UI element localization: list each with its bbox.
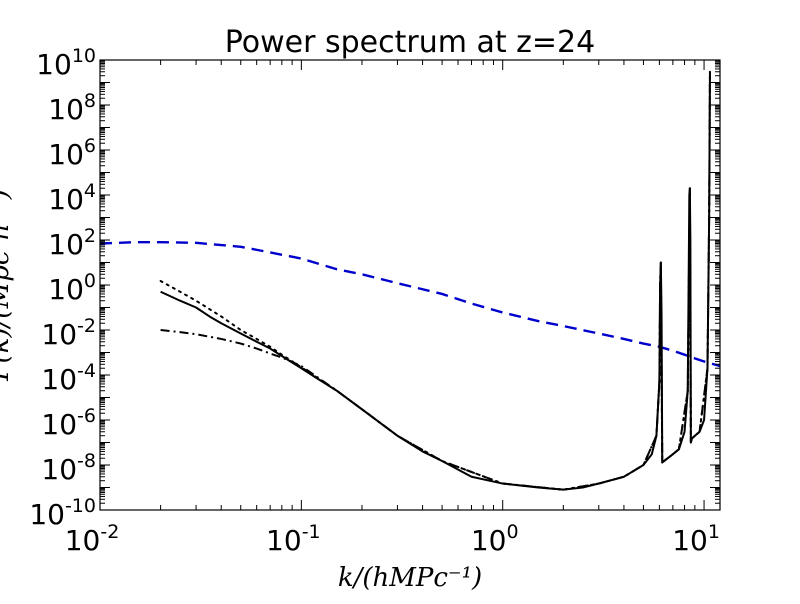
x-tick-label: 10-2 bbox=[65, 521, 120, 557]
y-tick-label: 1010 bbox=[36, 45, 96, 81]
y-tick-label: 102 bbox=[48, 225, 96, 261]
y-tick-label: 10-8 bbox=[41, 450, 96, 486]
x-tick-label: 101 bbox=[672, 521, 720, 557]
x-tick-label: 10-1 bbox=[266, 521, 321, 557]
y-tick-label: 10-2 bbox=[41, 315, 96, 351]
y-tick-label: 100 bbox=[48, 270, 96, 306]
y-tick-label: 106 bbox=[48, 135, 96, 171]
x-tick-label: 100 bbox=[471, 521, 519, 557]
series-line-dashdot bbox=[160, 71, 711, 491]
x-axis-label: k/(hMPc⁻¹) bbox=[338, 563, 482, 593]
y-axis-label: P(k)/(Mpc³h⁻³) bbox=[0, 189, 15, 382]
series-line-dotted bbox=[159, 70, 711, 491]
y-tick-label: 10-6 bbox=[41, 405, 96, 441]
series-line-dashed bbox=[100, 240, 720, 368]
plot-area-frame bbox=[99, 59, 721, 511]
chart-title: Power spectrum at z=24 bbox=[225, 25, 595, 60]
y-axis-ticks: 10-10 10-8 10-6 10-4 10-2 100 102 104 106 108 1010 bbox=[29, 45, 720, 531]
y-tick-label: 10-4 bbox=[41, 360, 96, 396]
y-tick-label: 108 bbox=[48, 90, 96, 126]
y-tick-label: 10-10 bbox=[29, 495, 96, 531]
y-tick-label: 104 bbox=[48, 180, 96, 216]
x-axis-ticks: 10-2 10-1 100 101 bbox=[65, 60, 720, 557]
